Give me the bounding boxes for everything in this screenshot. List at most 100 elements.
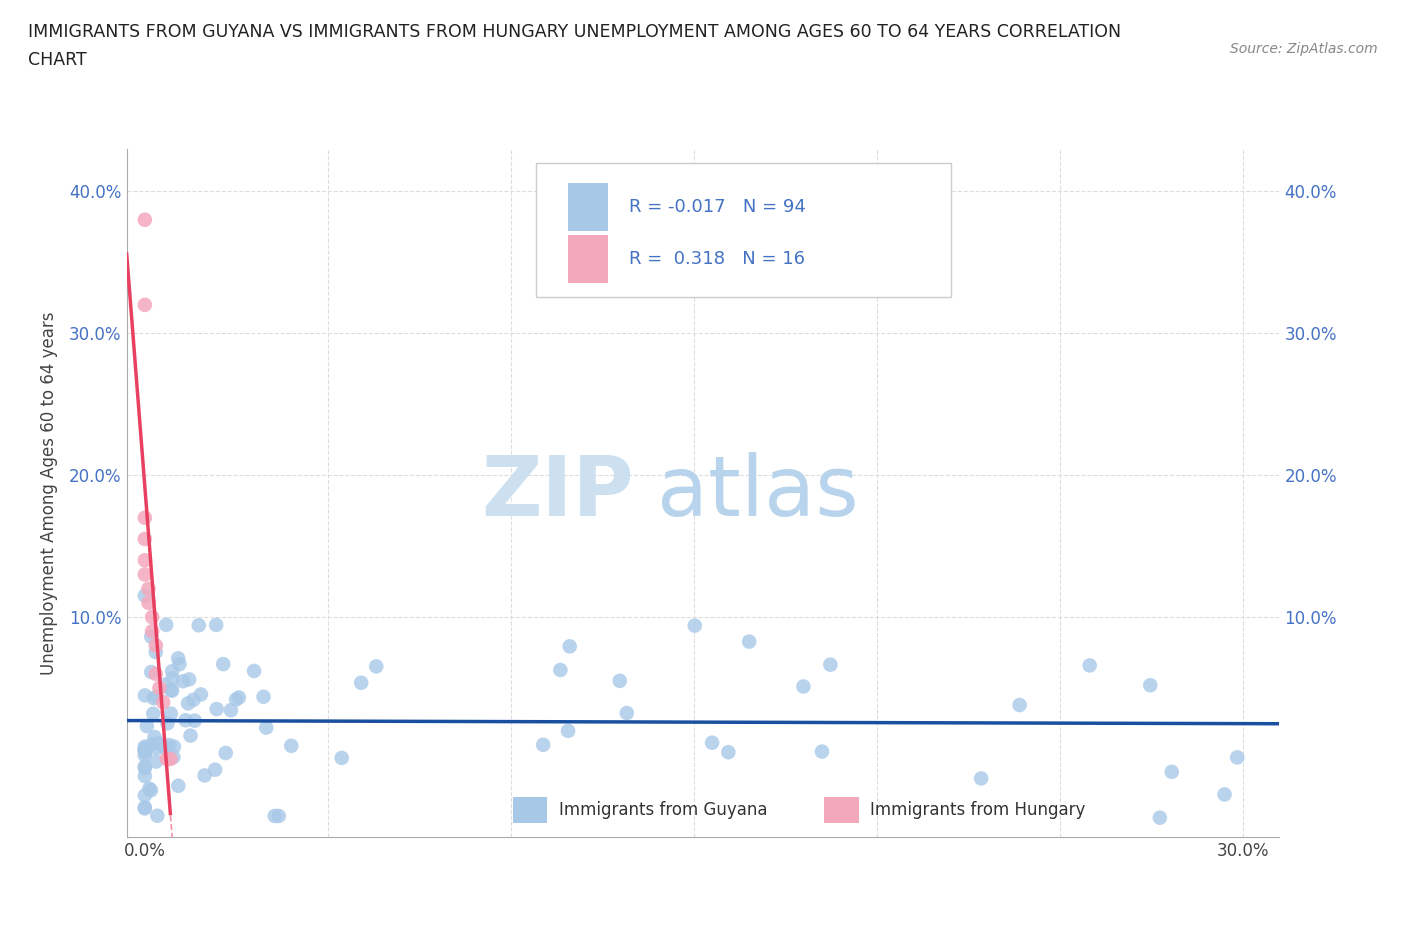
Point	[162, 671, 184, 686]
Point	[970, 771, 993, 786]
Point	[167, 651, 190, 666]
Point	[141, 665, 163, 680]
Point	[174, 712, 197, 727]
Point	[156, 716, 179, 731]
Point	[159, 706, 181, 721]
Point	[162, 750, 184, 764]
Point	[142, 691, 165, 706]
Point	[738, 634, 761, 649]
Point	[145, 644, 167, 659]
Point	[194, 768, 217, 783]
Point	[531, 737, 554, 752]
Point	[558, 639, 581, 654]
Bar	[513, 797, 547, 823]
Point	[163, 739, 186, 754]
Point	[366, 659, 388, 674]
Point	[169, 657, 191, 671]
Point	[205, 618, 228, 632]
Text: atlas: atlas	[657, 452, 859, 534]
Point	[150, 737, 173, 752]
Point	[177, 696, 200, 711]
Point	[820, 658, 842, 672]
Y-axis label: Unemployment Among Ages 60 to 64 years: Unemployment Among Ages 60 to 64 years	[39, 312, 58, 674]
Text: ZIP: ZIP	[481, 452, 634, 534]
Bar	[568, 183, 609, 232]
Point	[138, 781, 160, 796]
Point	[139, 783, 162, 798]
Point	[145, 740, 167, 755]
Text: Immigrants from Guyana: Immigrants from Guyana	[558, 801, 768, 819]
Point	[1226, 750, 1249, 764]
Point	[1008, 698, 1031, 712]
Point	[134, 739, 156, 754]
Point	[1139, 678, 1161, 693]
Point	[145, 638, 167, 653]
Point	[212, 657, 235, 671]
Point	[134, 761, 156, 776]
Point	[141, 624, 163, 639]
Point	[148, 681, 170, 696]
Point	[243, 663, 266, 678]
Point	[148, 736, 170, 751]
Point	[134, 742, 156, 757]
Point	[160, 683, 183, 698]
Point	[157, 737, 180, 752]
Point	[252, 689, 274, 704]
Point	[350, 675, 373, 690]
Point	[183, 713, 205, 728]
Text: R =  0.318   N = 16: R = 0.318 N = 16	[630, 250, 806, 268]
Point	[172, 674, 194, 689]
Point	[134, 759, 156, 774]
Point	[138, 581, 160, 596]
Point	[135, 741, 157, 756]
Point	[145, 754, 167, 769]
Point	[215, 746, 238, 761]
Point	[160, 684, 183, 698]
Point	[141, 737, 163, 751]
Point	[1160, 764, 1182, 779]
Bar	[824, 797, 859, 823]
Text: R = -0.017   N = 94: R = -0.017 N = 94	[630, 198, 806, 217]
Point	[146, 808, 169, 823]
Point	[134, 788, 156, 803]
Point	[134, 744, 156, 759]
Point	[280, 738, 302, 753]
Point	[180, 728, 202, 743]
Point	[1213, 787, 1236, 802]
Point	[152, 695, 174, 710]
Point	[187, 618, 209, 632]
Point	[792, 679, 814, 694]
Point	[330, 751, 353, 765]
Point	[156, 751, 179, 766]
Point	[134, 567, 156, 582]
Point	[134, 801, 156, 816]
Point	[143, 730, 166, 745]
Point	[225, 692, 247, 707]
Point	[557, 724, 579, 738]
Point	[153, 677, 176, 692]
Point	[550, 662, 572, 677]
Point	[717, 745, 740, 760]
Point	[219, 703, 242, 718]
Point	[183, 692, 205, 707]
Point	[134, 742, 156, 757]
Point	[155, 618, 177, 632]
Point	[167, 778, 190, 793]
Point	[159, 751, 181, 766]
Text: CHART: CHART	[28, 51, 87, 69]
Point	[134, 768, 156, 783]
Point	[263, 808, 285, 823]
Point	[134, 298, 156, 312]
Bar	[568, 235, 609, 283]
Point	[700, 736, 723, 751]
Point	[190, 687, 212, 702]
Point	[616, 706, 638, 721]
Point	[254, 720, 277, 735]
Point	[138, 595, 160, 610]
Point	[134, 532, 156, 547]
Point	[146, 689, 169, 704]
Point	[683, 618, 706, 633]
Point	[609, 673, 631, 688]
Point	[177, 672, 200, 687]
Point	[134, 588, 156, 603]
